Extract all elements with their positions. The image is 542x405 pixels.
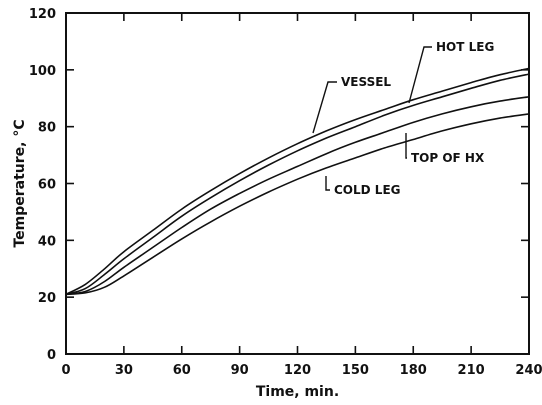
x-tick-label: 120 [284,363,311,378]
x-tick-label: 60 [173,363,191,378]
series-line-cold-leg [65,113,530,296]
x-tick-label: 240 [515,363,542,378]
x-tick-label: 90 [231,363,249,378]
annotation-layer: VESSEL HOT LEG TOP OF HX COLD LEG [312,40,494,197]
annotation-leader-top-of-hx [405,133,407,159]
annotation-label-cold-leg: COLD LEG [334,183,401,197]
series-layer [65,67,530,296]
x-axis-title: Time, min. [256,384,339,400]
y-axis-title: Temperature, °C [12,119,28,247]
annotation-leader-cold-leg [325,176,330,191]
y-tick-label: 60 [38,178,56,193]
y-tick-label: 20 [38,291,56,306]
annotation-leader-hot-leg [408,46,432,104]
x-tick-label: 30 [115,363,133,378]
y-tick-label: 40 [38,234,56,249]
annotation-label-vessel: VESSEL [341,75,391,89]
y-tick-label: 120 [29,7,56,22]
x-tick-label: 0 [61,363,70,378]
annotation-label-hot-leg: HOT LEG [436,40,494,54]
annotation-label-top-of-hx: TOP OF HX [411,151,485,165]
y-tick-label: 100 [29,64,56,79]
x-tick-label: 180 [400,363,427,378]
plot-frame [65,12,530,355]
x-tick-label: 150 [342,363,369,378]
series-line-vessel [65,67,530,296]
y-tick-label: 0 [47,348,56,363]
y-tick-label: 80 [38,121,56,136]
series-line-hot-leg [65,73,530,296]
series-line-top-of-hx [65,96,530,296]
axis-tick-labels: 0 30 60 90 120 150 180 210 240 0 20 40 60 80 100 120 [29,7,542,378]
axis-ticks [65,12,530,355]
annotation-leader-vessel [312,81,337,134]
x-tick-label: 210 [458,363,485,378]
